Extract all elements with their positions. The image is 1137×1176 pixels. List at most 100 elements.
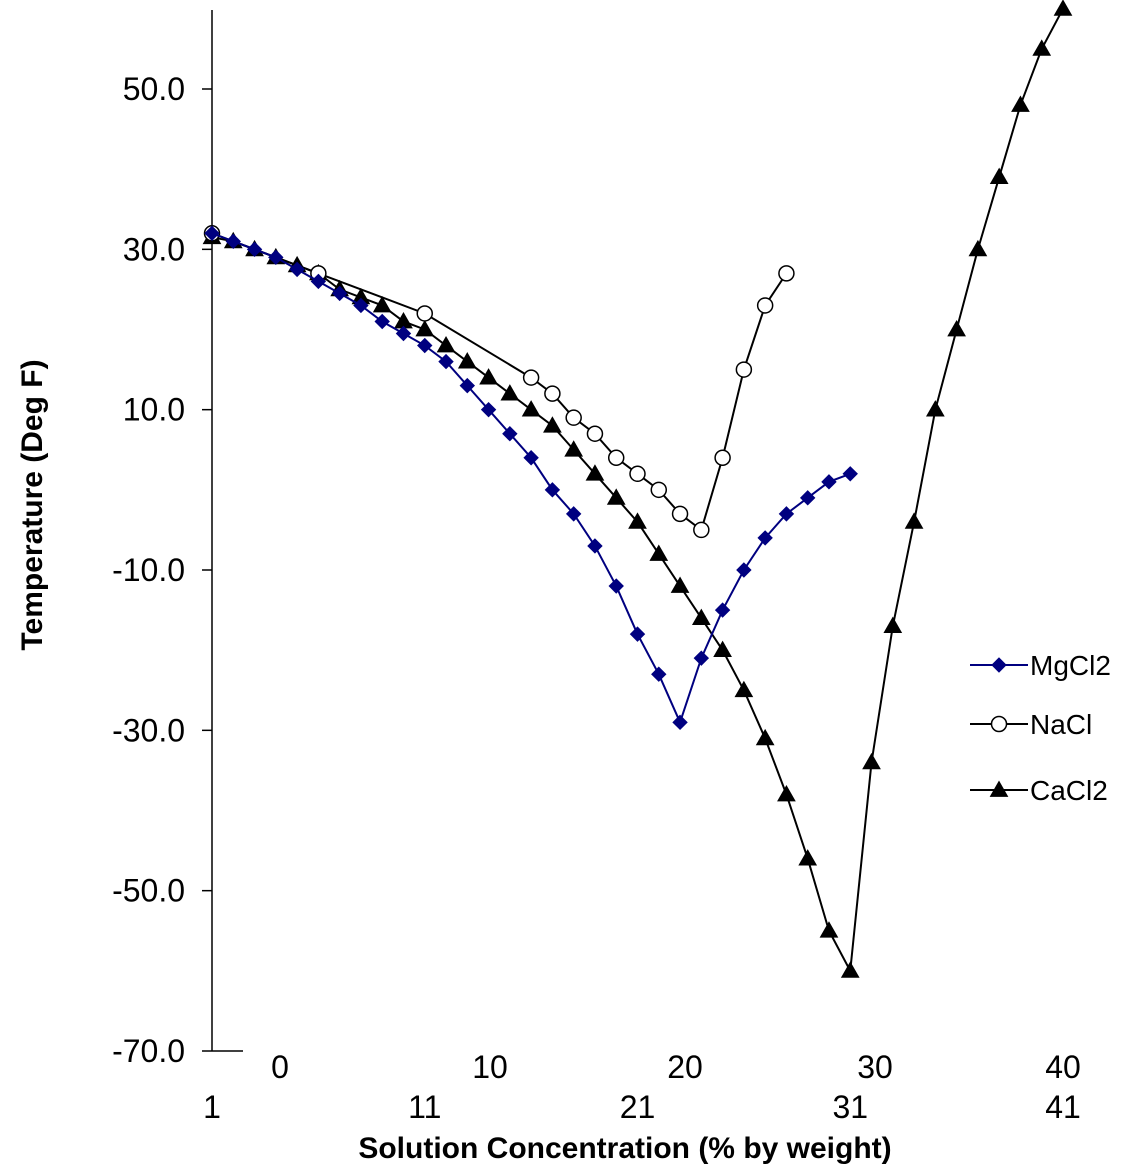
chart-axes (211, 10, 243, 1052)
legend-item-mgcl2: MgCl2 (970, 650, 1111, 681)
data-point-cacl2 (372, 295, 392, 313)
data-point-mgcl2 (438, 353, 454, 370)
data-point-cacl2 (585, 464, 605, 481)
data-point-mgcl2 (693, 650, 710, 666)
data-point-cacl2 (415, 319, 435, 337)
data-point-mgcl2 (459, 377, 476, 394)
data-point-mgcl2 (565, 506, 582, 522)
data-point-nacl (586, 425, 604, 442)
data-point-nacl (735, 361, 753, 378)
y-tick-label: 10.0 (123, 392, 185, 428)
x-tick-label-outer: 11 (408, 1089, 441, 1125)
legend-marker (989, 780, 1009, 797)
data-point-cacl2 (1011, 95, 1030, 112)
data-point-cacl2 (670, 576, 690, 593)
data-point-nacl (671, 505, 689, 523)
legend-label: NaCl (1030, 709, 1092, 740)
x-tick-label-inner: 30 (857, 1049, 893, 1085)
y-tick-label: -30.0 (112, 712, 185, 748)
data-point-nacl (565, 409, 582, 426)
data-point-cacl2 (777, 784, 796, 802)
x-tick-label-outer: 1 (203, 1089, 221, 1125)
data-point-cacl2 (947, 319, 966, 337)
y-tick-label: -70.0 (112, 1033, 185, 1069)
x-axis-title: Solution Concentration (% by weight) (358, 1132, 891, 1165)
data-point-mgcl2 (757, 530, 773, 546)
data-point-cacl2 (1053, 0, 1073, 16)
data-point-cacl2 (968, 239, 988, 257)
legend-label: MgCl2 (1030, 650, 1111, 681)
data-point-nacl (416, 305, 433, 322)
data-point-cacl2 (436, 336, 456, 353)
data-point-mgcl2 (651, 666, 667, 682)
data-point-cacl2 (798, 849, 818, 866)
data-point-mgcl2 (268, 249, 284, 266)
data-point-cacl2 (457, 352, 477, 369)
y-axis-title: Temperature (Deg F) (16, 359, 49, 650)
series-mgcl2 (204, 225, 858, 731)
x-tick-label-outer: 31 (832, 1089, 868, 1125)
data-point-mgcl2 (714, 602, 731, 618)
data-point-nacl (629, 465, 646, 483)
x-tick-label-outer: 41 (1045, 1089, 1081, 1125)
data-point-mgcl2 (587, 538, 603, 554)
data-point-nacl (607, 449, 625, 467)
series-layer (202, 0, 1073, 978)
data-point-cacl2 (925, 400, 945, 417)
data-point-cacl2 (755, 728, 775, 746)
data-point-cacl2 (521, 400, 541, 417)
y-tick-label: -10.0 (112, 552, 185, 588)
data-point-cacl2 (819, 921, 839, 938)
x-axis-ticks: 0 10 20 30 401 11 21 31 41 (203, 1049, 1081, 1125)
data-point-cacl2 (543, 416, 562, 433)
x-tick-label-outer: 21 (620, 1089, 656, 1125)
data-point-mgcl2 (246, 241, 263, 258)
data-point-mgcl2 (480, 401, 497, 418)
y-tick-label: -50.0 (112, 873, 185, 909)
x-tick-label-inner: 10 (472, 1049, 508, 1085)
data-point-nacl (756, 297, 774, 314)
y-tick-label: 50.0 (123, 71, 185, 107)
x-tick-label-inner: 20 (667, 1049, 703, 1085)
data-point-nacl (693, 521, 710, 539)
legend-marker (991, 657, 1007, 673)
data-point-mgcl2 (736, 562, 752, 578)
data-point-nacl (544, 385, 561, 402)
legend-item-nacl: NaCl (970, 709, 1092, 740)
data-point-mgcl2 (310, 273, 327, 290)
data-point-cacl2 (713, 640, 732, 658)
data-point-mgcl2 (778, 506, 795, 522)
data-point-mgcl2 (417, 337, 433, 354)
data-point-cacl2 (734, 680, 754, 698)
data-point-cacl2 (904, 512, 924, 529)
data-point-mgcl2 (799, 490, 816, 506)
data-point-mgcl2 (672, 714, 688, 731)
x-tick-label-inner: 0 (271, 1049, 289, 1085)
data-point-cacl2 (649, 544, 669, 561)
legend-item-cacl2: CaCl2 (970, 775, 1108, 806)
data-point-mgcl2 (502, 426, 518, 442)
x-tick-label-inner: 40 (1045, 1049, 1081, 1085)
series-line-nacl (211, 232, 788, 532)
data-point-nacl (778, 265, 795, 282)
series-line-cacl2 (211, 8, 1064, 975)
chart-legend: MgCl2 NaCl CaCl2 (970, 650, 1111, 806)
data-point-cacl2 (394, 311, 413, 329)
data-point-cacl2 (691, 608, 711, 625)
data-point-cacl2 (840, 961, 860, 978)
data-point-nacl (522, 369, 540, 386)
legend-label: CaCl2 (1030, 775, 1108, 806)
data-point-mgcl2 (204, 225, 220, 242)
data-point-mgcl2 (629, 626, 646, 642)
data-point-nacl (714, 449, 731, 467)
data-point-cacl2 (1032, 39, 1052, 56)
data-point-nacl (650, 481, 668, 499)
data-point-cacl2 (606, 488, 626, 505)
data-point-mgcl2 (353, 297, 369, 314)
legend-marker (990, 715, 1008, 733)
data-point-cacl2 (628, 512, 647, 529)
data-point-mgcl2 (289, 261, 305, 278)
data-point-mgcl2 (608, 578, 624, 594)
data-point-mgcl2 (331, 285, 348, 302)
